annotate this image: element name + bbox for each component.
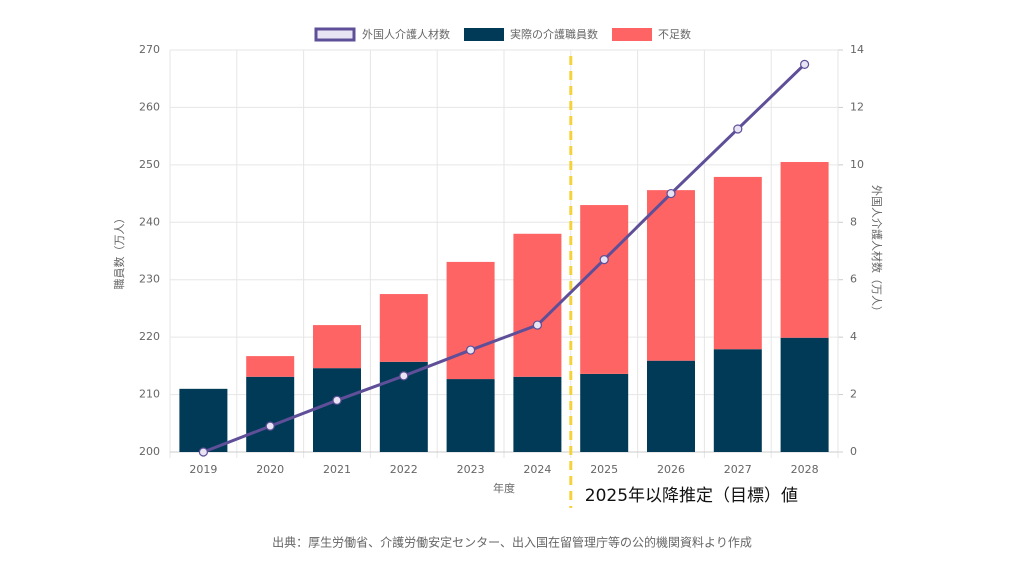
x-tick-label: 2028 [791, 463, 819, 476]
annotation: 2025年以降推定（目標）値 [585, 486, 798, 506]
line [202, 63, 806, 454]
line-point [466, 345, 476, 355]
y2-tick-label: 6 [850, 273, 857, 286]
y-tick-label: 230 [139, 273, 160, 286]
y2-tick-label: 14 [850, 43, 864, 56]
bar [179, 388, 228, 452]
line-point [733, 124, 743, 134]
bar [713, 349, 762, 452]
x-tick-label: 2027 [724, 463, 752, 476]
bar [246, 356, 295, 377]
x-tick-label: 2023 [457, 463, 485, 476]
line-point [265, 421, 275, 431]
bar [580, 373, 629, 452]
y-tick-label: 250 [139, 158, 160, 171]
line-point [332, 395, 342, 405]
x-tick-label: 2026 [657, 463, 685, 476]
x-tick-label: 2019 [189, 463, 217, 476]
line-point [599, 255, 609, 265]
line-point [666, 188, 676, 199]
bar [713, 176, 762, 350]
legend-swatch [612, 28, 652, 41]
bar [446, 379, 495, 452]
bar [446, 261, 495, 380]
line-point [532, 320, 543, 330]
bar [580, 205, 629, 374]
y-axis-title: 職員数（万人） [113, 213, 126, 290]
bar [246, 376, 295, 452]
y2-tick-label: 10 [850, 158, 864, 171]
line-point [799, 59, 810, 69]
legend-swatch [464, 28, 504, 41]
line-point [198, 447, 208, 457]
x-tick-label: 2020 [256, 463, 284, 476]
y2-tick-label: 8 [850, 215, 857, 228]
legend-label: 外国人介護人材数 [362, 27, 450, 41]
y-tick-label: 270 [139, 43, 160, 56]
bar [780, 337, 829, 452]
x-tick-label: 2022 [390, 463, 418, 476]
bar [313, 325, 361, 369]
y2-axis-title: 外国人介護人材数（万人） [870, 185, 884, 317]
source-note: 出典：厚生労働省、介護労働安定センター、出入国在留管理庁等の公的機関資料より作成 [272, 535, 752, 550]
y-tick-label: 260 [139, 100, 160, 113]
y2-tick-label: 2 [850, 388, 857, 401]
x-tick-label: 2025 [590, 463, 618, 476]
y2-tick-label: 0 [850, 445, 857, 458]
bar [313, 368, 361, 452]
y-tick-label: 210 [139, 388, 160, 401]
bar [513, 376, 562, 452]
bar [647, 360, 695, 452]
y2-tick-label: 12 [850, 100, 864, 113]
x-axis-title: 年度 [493, 481, 515, 495]
bar [780, 161, 829, 338]
bar [379, 294, 428, 362]
x-tick-label: 2021 [323, 463, 351, 476]
y-tick-label: 240 [139, 215, 160, 228]
y-tick-label: 200 [139, 445, 160, 458]
bar [647, 190, 695, 361]
y2-tick-label: 4 [850, 330, 857, 343]
y-tick-label: 220 [139, 330, 160, 343]
legend-label: 実際の介護職員数 [510, 27, 598, 41]
legend-label: 不足数 [658, 28, 691, 41]
legend-swatch [314, 27, 356, 42]
line-point [399, 371, 409, 381]
bar [513, 233, 562, 377]
x-tick-label: 2024 [523, 463, 551, 476]
